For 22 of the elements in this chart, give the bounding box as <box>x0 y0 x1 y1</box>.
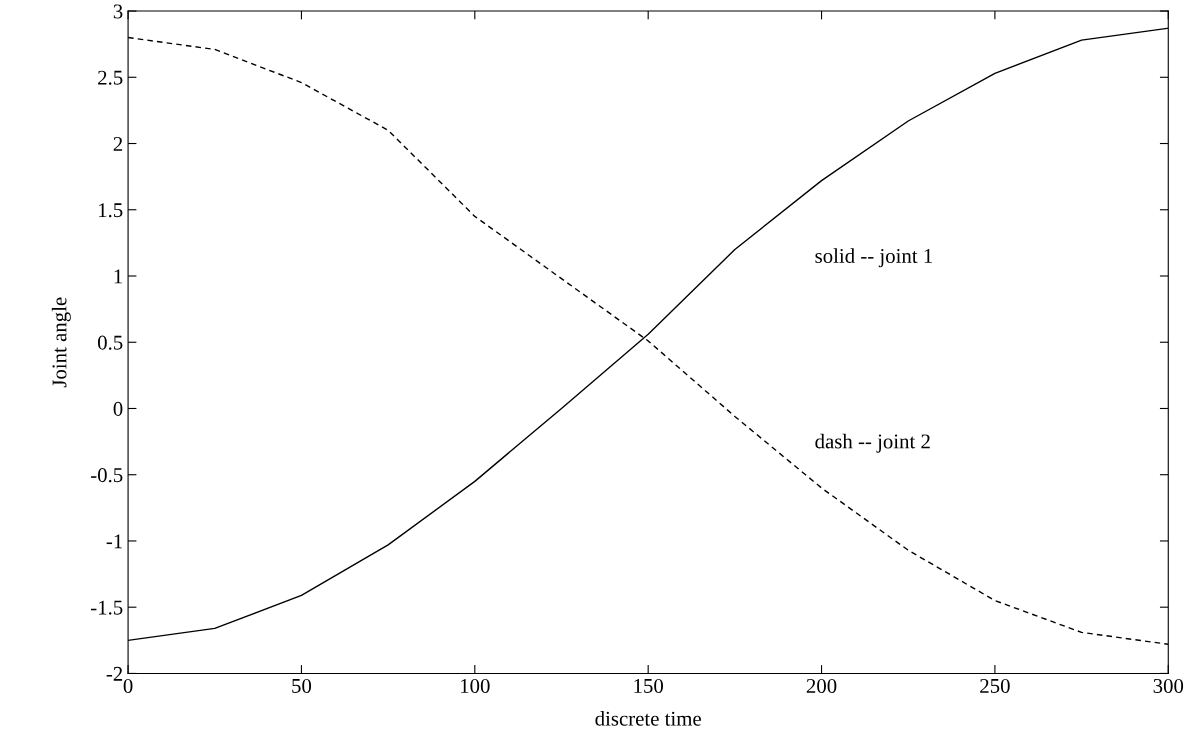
y-tick-label: 0 <box>113 401 123 416</box>
y-tick-label: -1 <box>106 534 122 549</box>
y-tick-label: 2.5 <box>98 70 123 85</box>
x-tick-label: 250 <box>980 678 1010 693</box>
x-tick-label: 150 <box>634 678 664 693</box>
series-label: dash -- joint 2 <box>815 433 930 453</box>
x-tick-label: 100 <box>461 678 490 693</box>
x-tick-label: 50 <box>292 678 312 693</box>
y-tick-label: -0.5 <box>91 468 123 483</box>
y-tick-label: 1 <box>114 269 122 284</box>
y-axis-title: Joint angle <box>51 297 71 388</box>
x-tick-label: 0 <box>123 678 133 693</box>
y-tick-label: 0.5 <box>97 335 123 350</box>
y-tick-label: 1.5 <box>99 203 123 218</box>
y-tick-label: -2 <box>106 666 123 681</box>
y-tick-label: -1.5 <box>91 600 123 615</box>
text: solid -- joint 1 <box>815 248 932 268</box>
x-tick-label: 200 <box>806 678 837 693</box>
y-tick-label: 3 <box>113 4 123 19</box>
x-axis-title: discrete time <box>595 711 701 726</box>
y-tick-label: 2 <box>113 136 123 151</box>
x-tick-label: 300 <box>1153 678 1184 693</box>
